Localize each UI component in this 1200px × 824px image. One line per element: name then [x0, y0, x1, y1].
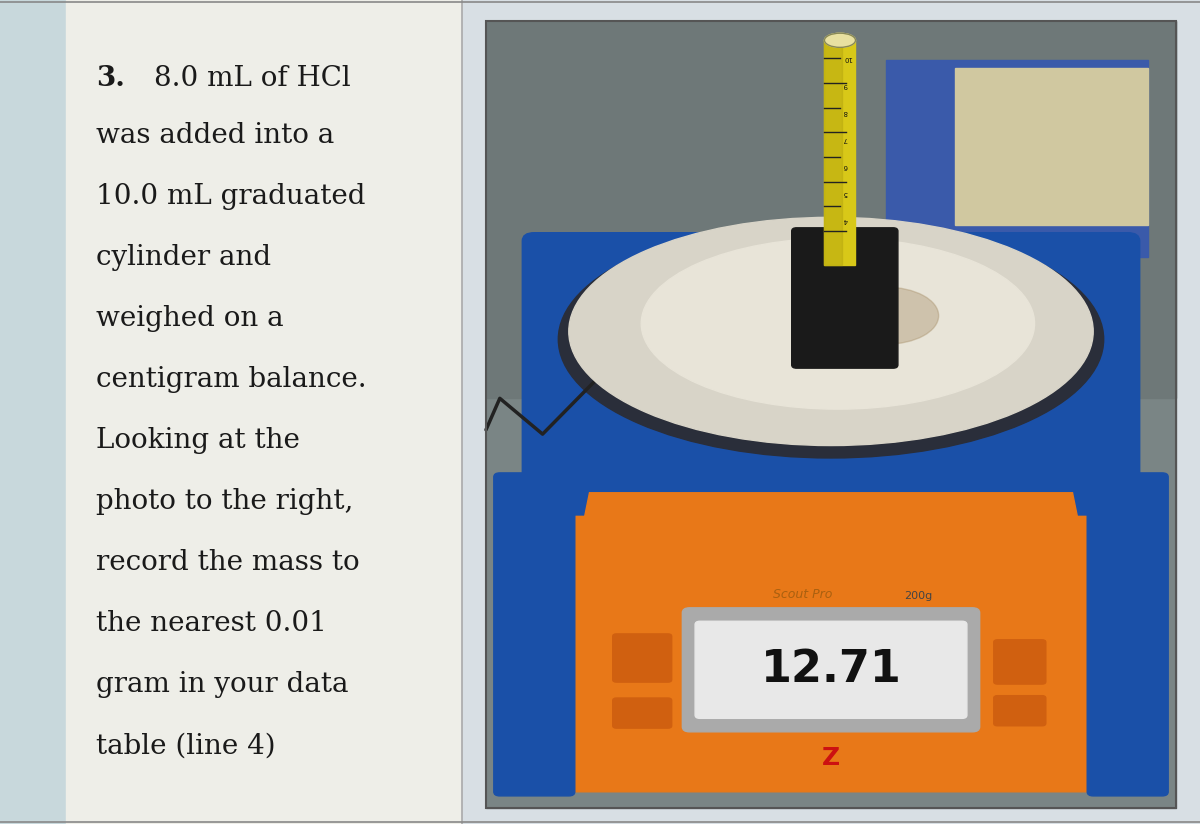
FancyBboxPatch shape	[994, 695, 1046, 726]
Text: Scout Pro: Scout Pro	[773, 588, 833, 601]
Bar	[462, 0, 1200, 824]
Ellipse shape	[834, 288, 938, 344]
FancyBboxPatch shape	[522, 232, 1140, 737]
Text: 8: 8	[844, 109, 847, 115]
Text: 6: 6	[844, 163, 847, 169]
Bar	[486, 21, 1176, 398]
FancyBboxPatch shape	[613, 698, 672, 728]
Ellipse shape	[558, 221, 1104, 458]
Bar	[66, 0, 462, 824]
Bar	[0, 0, 66, 824]
FancyBboxPatch shape	[1087, 473, 1169, 796]
Text: cylinder and: cylinder and	[96, 245, 271, 271]
Text: gram in your data: gram in your data	[96, 672, 348, 698]
Text: 5: 5	[844, 190, 847, 196]
Text: 10: 10	[844, 55, 852, 61]
FancyBboxPatch shape	[792, 227, 898, 368]
Text: 3.: 3.	[96, 65, 125, 91]
Text: Z: Z	[822, 747, 840, 770]
Text: Looking at the: Looking at the	[96, 428, 300, 454]
Ellipse shape	[641, 238, 1034, 410]
Text: table (line 4): table (line 4)	[96, 733, 276, 759]
Polygon shape	[541, 493, 1121, 728]
Bar	[824, 40, 856, 265]
Bar	[955, 68, 1148, 225]
Text: record the mass to: record the mass to	[96, 550, 360, 576]
FancyBboxPatch shape	[683, 608, 979, 732]
Polygon shape	[506, 517, 1156, 792]
Bar	[824, 40, 841, 265]
Text: was added into a: was added into a	[96, 123, 335, 149]
Text: weighed on a: weighed on a	[96, 306, 283, 332]
Bar	[886, 60, 1148, 257]
Bar	[486, 21, 1176, 808]
Text: 10.0 mL graduated: 10.0 mL graduated	[96, 184, 366, 210]
Text: 9: 9	[844, 82, 847, 88]
Text: 12.71: 12.71	[761, 648, 901, 691]
Text: 7: 7	[844, 136, 847, 142]
Text: the nearest 0.01: the nearest 0.01	[96, 611, 326, 637]
Text: 4: 4	[844, 217, 847, 222]
FancyBboxPatch shape	[994, 639, 1046, 684]
FancyBboxPatch shape	[613, 634, 672, 682]
FancyBboxPatch shape	[695, 621, 967, 719]
Text: centigram balance.: centigram balance.	[96, 367, 367, 393]
Text: 8.0 mL of HCl: 8.0 mL of HCl	[154, 65, 350, 91]
Text: photo to the right,: photo to the right,	[96, 489, 353, 515]
Text: 200g: 200g	[905, 591, 932, 601]
FancyBboxPatch shape	[494, 473, 575, 796]
Ellipse shape	[824, 33, 856, 47]
Ellipse shape	[569, 218, 1093, 446]
Bar	[486, 21, 1176, 808]
